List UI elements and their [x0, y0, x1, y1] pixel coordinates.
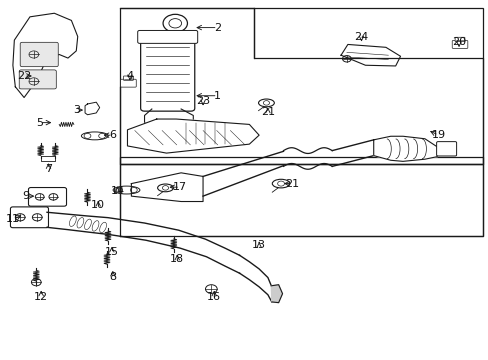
FancyBboxPatch shape	[10, 207, 48, 228]
FancyBboxPatch shape	[28, 188, 66, 206]
FancyBboxPatch shape	[451, 41, 467, 48]
Polygon shape	[131, 173, 203, 202]
Text: 24: 24	[354, 32, 368, 41]
Text: 22: 22	[17, 71, 31, 81]
Polygon shape	[127, 119, 259, 153]
Polygon shape	[13, 13, 78, 98]
FancyBboxPatch shape	[123, 76, 133, 80]
Polygon shape	[271, 285, 282, 303]
Text: 1: 1	[214, 91, 221, 101]
Text: 12: 12	[34, 292, 48, 302]
FancyBboxPatch shape	[454, 37, 464, 41]
Text: 8: 8	[109, 272, 116, 282]
FancyBboxPatch shape	[19, 70, 56, 89]
Text: 2: 2	[214, 23, 221, 33]
FancyBboxPatch shape	[121, 79, 136, 87]
Text: 18: 18	[170, 254, 184, 264]
Bar	[120, 157, 483, 235]
Text: 15: 15	[104, 247, 119, 257]
Polygon shape	[47, 212, 239, 273]
Text: 23: 23	[196, 96, 210, 106]
Text: 17: 17	[173, 182, 187, 192]
FancyBboxPatch shape	[20, 42, 58, 67]
Bar	[120, 8, 483, 164]
Text: 4: 4	[126, 71, 133, 81]
Text: 13: 13	[252, 240, 265, 250]
Text: 7: 7	[45, 164, 52, 174]
Text: 5: 5	[36, 118, 43, 128]
Text: 10: 10	[91, 200, 105, 210]
Text: 21: 21	[260, 107, 274, 117]
Text: 14: 14	[110, 186, 124, 196]
Text: 20: 20	[451, 37, 465, 47]
Text: 3: 3	[73, 105, 80, 115]
Text: 9: 9	[22, 191, 30, 201]
Polygon shape	[373, 136, 438, 161]
FancyBboxPatch shape	[141, 36, 194, 111]
Text: 19: 19	[430, 130, 445, 140]
Text: 16: 16	[207, 292, 221, 302]
Polygon shape	[340, 44, 400, 66]
Text: 6: 6	[109, 130, 116, 140]
Polygon shape	[144, 109, 193, 128]
Text: 11: 11	[6, 215, 20, 224]
Polygon shape	[120, 8, 483, 164]
FancyBboxPatch shape	[436, 141, 456, 156]
Text: 21: 21	[285, 179, 299, 189]
FancyBboxPatch shape	[138, 31, 197, 43]
